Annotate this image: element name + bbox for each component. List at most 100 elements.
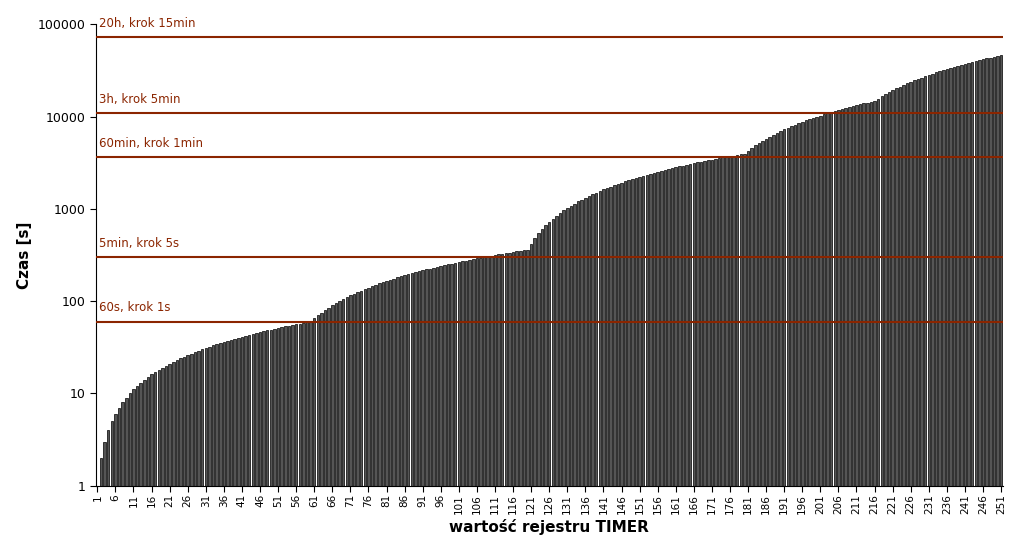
- Bar: [674, 167, 677, 552]
- Bar: [624, 182, 626, 552]
- Bar: [721, 157, 724, 552]
- Bar: [382, 282, 385, 552]
- Bar: [403, 275, 406, 552]
- Bar: [216, 344, 218, 552]
- Bar: [848, 107, 850, 552]
- Bar: [772, 135, 774, 552]
- Bar: [306, 322, 308, 552]
- Bar: [230, 340, 232, 552]
- Bar: [577, 201, 579, 552]
- Bar: [588, 196, 590, 552]
- Bar: [512, 252, 515, 552]
- Bar: [129, 394, 131, 552]
- Bar: [201, 349, 204, 552]
- Bar: [302, 323, 305, 552]
- Bar: [544, 225, 547, 552]
- Bar: [805, 120, 807, 552]
- Bar: [827, 113, 829, 552]
- Bar: [837, 110, 840, 552]
- Bar: [881, 96, 883, 552]
- Bar: [349, 295, 352, 552]
- Text: 3h, krok 5min: 3h, krok 5min: [99, 93, 181, 106]
- Bar: [450, 263, 453, 552]
- Bar: [457, 262, 460, 552]
- Bar: [523, 250, 525, 552]
- Bar: [356, 292, 359, 552]
- Bar: [363, 289, 366, 552]
- Bar: [743, 153, 746, 552]
- Bar: [718, 158, 720, 552]
- Bar: [758, 143, 760, 552]
- Bar: [667, 169, 670, 552]
- Bar: [971, 62, 974, 552]
- Bar: [978, 60, 981, 552]
- Bar: [603, 189, 605, 552]
- Bar: [957, 66, 959, 552]
- Bar: [653, 173, 656, 552]
- Bar: [400, 277, 402, 552]
- Bar: [783, 129, 786, 552]
- Bar: [410, 273, 413, 552]
- Bar: [657, 172, 659, 552]
- Bar: [273, 329, 276, 552]
- Bar: [660, 171, 663, 552]
- Bar: [440, 266, 442, 552]
- Bar: [855, 105, 857, 552]
- Bar: [287, 326, 291, 552]
- Bar: [339, 301, 341, 552]
- Bar: [425, 269, 428, 552]
- Bar: [190, 353, 192, 552]
- Bar: [693, 163, 695, 552]
- Bar: [454, 263, 456, 552]
- Bar: [714, 159, 717, 552]
- Bar: [877, 99, 880, 552]
- Bar: [613, 185, 616, 552]
- Bar: [103, 442, 105, 552]
- Bar: [747, 151, 749, 552]
- Bar: [598, 191, 602, 552]
- Bar: [765, 139, 767, 552]
- Bar: [942, 70, 944, 552]
- Bar: [176, 360, 178, 552]
- Bar: [580, 199, 583, 552]
- Bar: [237, 338, 239, 552]
- Bar: [700, 162, 703, 552]
- Bar: [122, 402, 124, 552]
- Bar: [891, 91, 894, 552]
- Bar: [862, 103, 865, 552]
- Bar: [787, 128, 789, 552]
- Bar: [367, 288, 369, 552]
- Bar: [393, 279, 395, 552]
- Bar: [870, 102, 873, 552]
- Bar: [212, 346, 214, 552]
- Bar: [252, 334, 254, 552]
- Bar: [226, 341, 229, 552]
- Bar: [266, 331, 268, 552]
- Bar: [808, 119, 811, 552]
- Bar: [172, 362, 175, 552]
- Bar: [96, 486, 98, 552]
- Bar: [169, 364, 171, 552]
- Bar: [627, 180, 630, 552]
- Bar: [292, 325, 294, 552]
- Bar: [631, 179, 633, 552]
- Bar: [346, 297, 348, 552]
- Bar: [711, 160, 713, 552]
- Bar: [464, 261, 468, 552]
- Bar: [704, 161, 706, 552]
- Bar: [248, 335, 251, 552]
- Bar: [591, 194, 594, 552]
- Bar: [914, 81, 916, 552]
- Bar: [487, 256, 489, 552]
- Bar: [494, 255, 496, 552]
- Bar: [794, 125, 796, 552]
- Bar: [606, 188, 609, 552]
- Bar: [751, 148, 753, 552]
- Bar: [389, 280, 392, 552]
- Bar: [193, 352, 196, 552]
- Bar: [153, 372, 157, 552]
- Bar: [255, 333, 258, 552]
- Bar: [327, 307, 330, 552]
- Bar: [736, 155, 739, 552]
- Bar: [508, 253, 510, 552]
